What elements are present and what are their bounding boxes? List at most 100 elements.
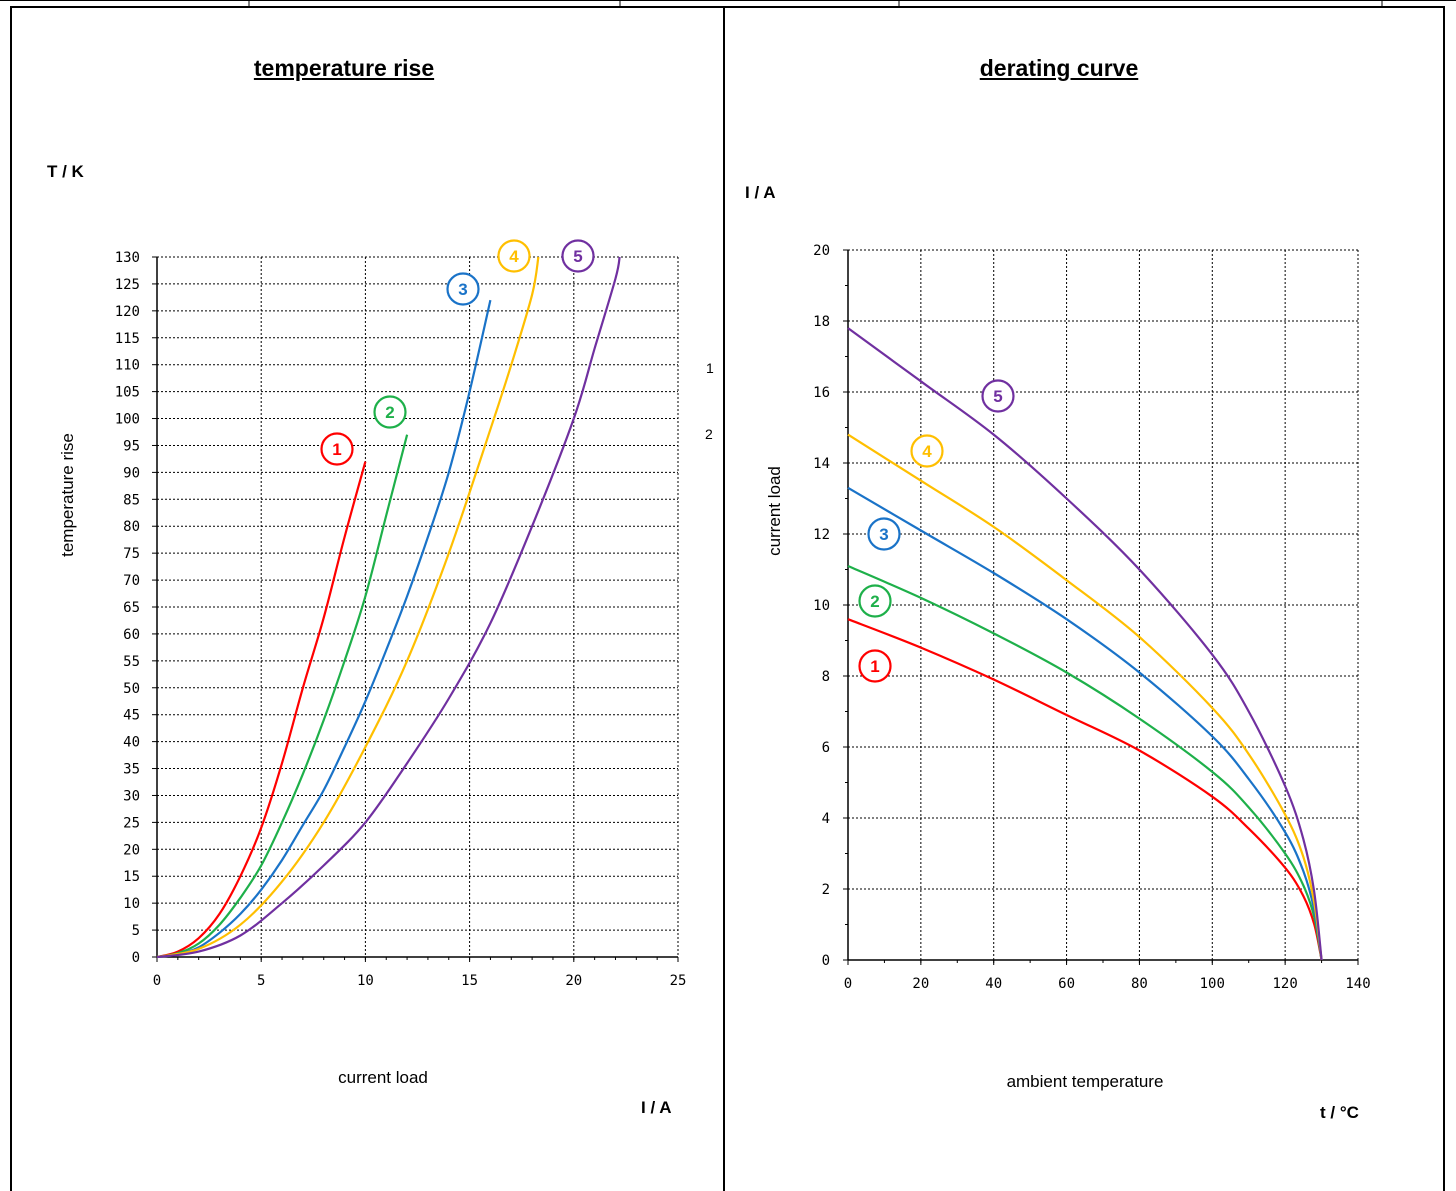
series-badge-2: 2 (373, 395, 407, 429)
badge-circle (446, 272, 480, 306)
series-line-4 (156, 256, 540, 959)
y-tick-label: 85 (123, 492, 140, 508)
y-tick-label: 120 (115, 304, 140, 320)
series-line-3 (156, 299, 492, 959)
x-tick-label: 40 (985, 976, 1002, 992)
panel-divider (723, 6, 725, 1191)
y-tick-label: 15 (123, 869, 140, 885)
y-tick-label: 20 (123, 842, 140, 858)
y-tick-label: 35 (123, 762, 140, 778)
y-tick-label: 5 (132, 923, 140, 939)
badge-circle (867, 517, 901, 551)
right-x-axis-label: ambient temperature (1006, 1072, 1164, 1091)
x-tick-label: 120 (1272, 976, 1297, 992)
series-badge-5: 5 (561, 239, 595, 273)
x-tick-label: 25 (670, 973, 687, 989)
right-x-unit: t / °C (1320, 1103, 1359, 1122)
x-tick-label: 5 (257, 973, 265, 989)
badge-label: 5 (573, 247, 582, 266)
badge-label: 2 (870, 592, 879, 611)
y-tick-label: 125 (115, 277, 140, 293)
y-tick-label: 2 (822, 882, 830, 898)
left-chart-title: temperature rise (253, 55, 435, 81)
y-tick-label: 60 (123, 627, 140, 643)
series-badge-3: 3 (446, 272, 480, 306)
right-y-unit: I / A (745, 183, 776, 202)
y-tick-label: 55 (123, 654, 140, 670)
series-badge-3: 3 (867, 517, 901, 551)
side-label-1: 1 (706, 360, 714, 376)
series-badge-1: 1 (320, 432, 354, 466)
y-tick-label: 80 (123, 519, 140, 535)
y-tick-label: 115 (115, 331, 140, 347)
series-line-1 (156, 461, 367, 959)
series-line-4 (847, 433, 1323, 961)
badge-circle (858, 649, 892, 683)
series-line-2 (847, 564, 1323, 961)
series-badge-4: 4 (910, 434, 944, 468)
series-line-5 (847, 327, 1323, 961)
page-frame (10, 6, 1445, 1191)
x-tick-label: 15 (461, 973, 478, 989)
x-tick-label: 0 (844, 976, 852, 992)
y-tick-label: 4 (822, 811, 830, 827)
y-tick-label: 6 (822, 740, 830, 756)
y-tick-label: 110 (115, 358, 140, 374)
y-tick-label: 75 (123, 546, 140, 562)
badge-label: 1 (332, 440, 341, 459)
left-x-unit: I / A (641, 1098, 672, 1117)
y-tick-label: 40 (123, 735, 140, 751)
badge-label: 4 (922, 442, 932, 461)
y-tick-label: 90 (123, 465, 140, 481)
badge-circle (910, 434, 944, 468)
badge-circle (981, 379, 1015, 413)
y-tick-label: 50 (123, 681, 140, 697)
y-tick-label: 16 (813, 385, 830, 401)
x-tick-label: 20 (565, 973, 582, 989)
y-tick-label: 100 (115, 412, 140, 428)
series-badge-4: 4 (497, 239, 531, 273)
y-tick-label: 20 (813, 243, 830, 259)
badge-circle (373, 395, 407, 429)
y-tick-label: 14 (813, 456, 830, 472)
series-badge-1: 1 (858, 649, 892, 683)
series-line-2 (156, 434, 409, 959)
badge-circle (561, 239, 595, 273)
y-tick-label: 70 (123, 573, 140, 589)
y-tick-label: 30 (123, 788, 140, 804)
badge-label: 3 (879, 525, 888, 544)
series-line-5 (156, 256, 621, 959)
badge-label: 2 (385, 403, 394, 422)
y-tick-label: 10 (123, 896, 140, 912)
y-tick-label: 8 (822, 669, 830, 685)
x-tick-label: 0 (153, 973, 161, 989)
y-tick-label: 18 (813, 314, 830, 330)
series-line-3 (847, 486, 1323, 961)
x-tick-label: 60 (1058, 976, 1075, 992)
y-tick-label: 25 (123, 815, 140, 831)
y-tick-label: 95 (123, 438, 140, 454)
x-tick-label: 100 (1200, 976, 1225, 992)
y-tick-label: 130 (115, 250, 140, 266)
x-tick-label: 80 (1131, 976, 1148, 992)
temperature-rise-plot: 0510152025303540455055606570758085909510… (115, 239, 687, 989)
badge-circle (497, 239, 531, 273)
badge-circle (858, 584, 892, 618)
y-tick-label: 10 (813, 598, 830, 614)
x-tick-label: 10 (357, 973, 374, 989)
left-y-unit: T / K (47, 162, 84, 181)
series-badge-5: 5 (981, 379, 1015, 413)
left-x-axis-label: current load (338, 1068, 428, 1087)
y-tick-label: 0 (132, 950, 140, 966)
badge-label: 1 (870, 657, 879, 676)
x-tick-label: 140 (1345, 976, 1370, 992)
side-label-2: 2 (705, 426, 713, 442)
right-chart-title: derating curve (979, 55, 1139, 81)
page-top-rule (0, 0, 1456, 6)
y-tick-label: 45 (123, 708, 140, 724)
y-tick-label: 105 (115, 385, 140, 401)
badge-label: 4 (509, 247, 519, 266)
